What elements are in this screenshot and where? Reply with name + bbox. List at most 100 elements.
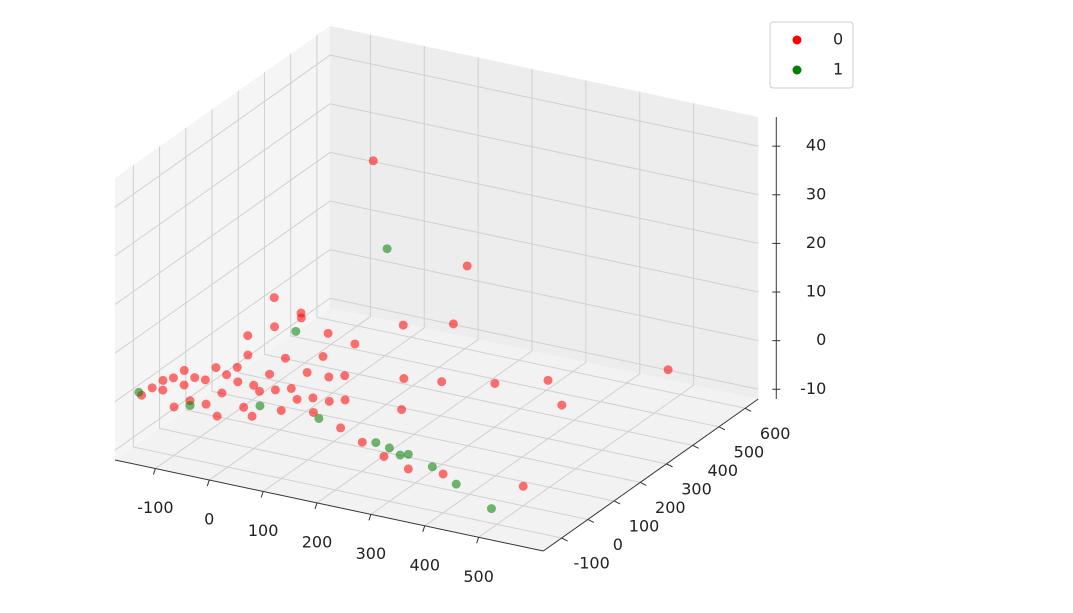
x-tick-label: -100 [137, 498, 173, 517]
point [158, 385, 168, 395]
point [158, 375, 168, 385]
point [249, 380, 259, 390]
z-tick-label: -10 [800, 379, 826, 398]
y-grid-line [316, 35, 746, 409]
point [179, 365, 189, 375]
point [232, 362, 242, 372]
y-tick [587, 519, 595, 523]
point [255, 386, 265, 396]
point [448, 319, 458, 329]
point [350, 339, 360, 349]
x-tick-label: 500 [463, 567, 494, 586]
z-grid-line [114, 54, 759, 208]
point [190, 373, 200, 383]
point [296, 308, 306, 318]
x-axis-line [114, 459, 544, 552]
legend-label: 0 [833, 30, 843, 49]
x-tick [476, 537, 480, 544]
x-tick [206, 479, 210, 487]
point [134, 387, 144, 397]
point [336, 423, 346, 433]
point [395, 450, 405, 460]
z-tick-label: 0 [816, 330, 826, 349]
x-tick-label: 0 [204, 510, 214, 529]
point [233, 377, 243, 387]
y-tick-label: 300 [681, 479, 712, 498]
y-tick [692, 444, 699, 449]
point [217, 388, 227, 398]
point [518, 481, 528, 491]
point [437, 377, 447, 387]
y-tick-label: 100 [629, 516, 660, 535]
point [212, 411, 222, 421]
point [265, 369, 275, 379]
point [324, 372, 334, 382]
x-grid-line [262, 57, 479, 492]
point [302, 367, 312, 377]
point [324, 396, 334, 406]
grid [114, 34, 759, 539]
point [427, 462, 437, 472]
y-axis-line [542, 398, 759, 552]
point [169, 402, 179, 412]
point [269, 293, 279, 303]
y-tick [561, 537, 568, 542]
point [379, 451, 389, 461]
point [243, 350, 253, 360]
axes-panes [115, 26, 759, 551]
point [340, 395, 350, 405]
point [255, 401, 265, 411]
y-grid-line [132, 165, 562, 539]
point [357, 437, 367, 447]
point [179, 380, 189, 390]
point [247, 411, 257, 421]
point [398, 320, 408, 330]
z-grid-line [114, 249, 759, 403]
point [185, 401, 195, 411]
point [399, 374, 409, 384]
point [557, 400, 567, 410]
z-tick-label: 20 [806, 233, 826, 252]
point [403, 449, 413, 459]
point [340, 371, 350, 381]
point [308, 393, 318, 403]
y-grid-line [159, 146, 588, 520]
y-tick [666, 463, 673, 468]
point [318, 351, 328, 361]
point [403, 464, 413, 474]
point [543, 375, 553, 385]
y-tick-label: -100 [573, 554, 609, 573]
y-tick-label: 600 [760, 424, 791, 443]
legend-label: 1 [833, 60, 843, 79]
z-grid-line [114, 151, 759, 305]
z-tick-label: 30 [806, 184, 826, 203]
y-tick-label: 500 [734, 442, 765, 461]
point [276, 405, 286, 415]
point [490, 378, 500, 388]
x-tick-label: 100 [248, 521, 279, 540]
point [308, 407, 318, 417]
point [168, 373, 178, 383]
legend-marker [792, 35, 802, 45]
z-tick-label: 40 [806, 136, 826, 155]
point [292, 394, 302, 404]
point [239, 402, 249, 412]
y-grid-line [185, 127, 615, 502]
point [384, 443, 394, 453]
legend-box [769, 21, 854, 89]
point [243, 331, 253, 341]
points [134, 156, 673, 514]
point [200, 375, 210, 385]
point [397, 405, 407, 415]
x-tick [314, 502, 318, 510]
y-tick-label: 0 [613, 535, 623, 554]
point [382, 244, 392, 254]
point [486, 504, 496, 514]
y-grid-line [290, 53, 720, 428]
z-tick-label: 10 [806, 282, 826, 301]
point [280, 353, 290, 363]
z-grid-line [114, 103, 759, 257]
y-tick-label: 400 [707, 461, 738, 480]
point [147, 383, 157, 393]
